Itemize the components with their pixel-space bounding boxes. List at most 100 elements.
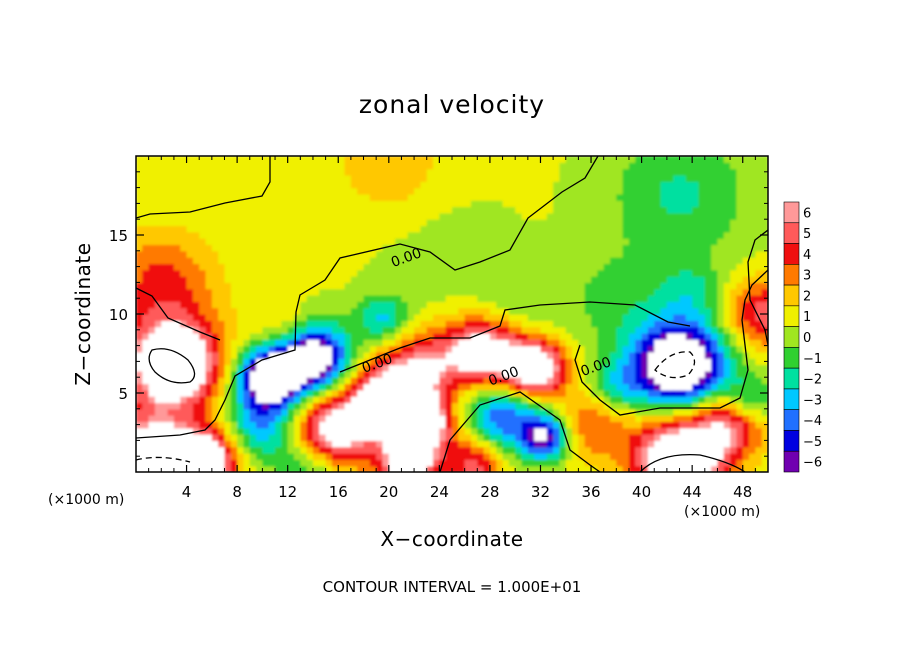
heat-cell [572, 383, 579, 391]
heat-cell [256, 238, 263, 246]
heat-cell [540, 269, 548, 277]
heat-cell [736, 389, 744, 397]
heat-cell [180, 377, 188, 385]
heat-cell [218, 314, 226, 321]
heat-cell [635, 212, 643, 220]
heat-cell [407, 440, 415, 448]
heat-cell [591, 339, 598, 347]
heat-cell [496, 200, 504, 208]
heat-cell [654, 345, 662, 353]
heat-cell [167, 276, 175, 283]
heat-cell [136, 408, 143, 416]
heat-cell [622, 339, 630, 347]
heat-cell [407, 434, 415, 441]
heat-cell [610, 244, 617, 252]
heat-cell [464, 307, 472, 315]
heat-cell [628, 162, 636, 170]
heat-cell [572, 168, 579, 176]
heat-cell [395, 162, 403, 170]
heat-cell [142, 364, 150, 372]
heat-cell [275, 200, 282, 208]
heat-cell [692, 219, 700, 227]
heat-cell [401, 320, 409, 328]
heat-cell [483, 314, 491, 321]
heat-cell [211, 332, 219, 340]
heat-cell [534, 250, 542, 258]
heat-cell [363, 453, 371, 460]
heat-cell [761, 206, 768, 214]
heat-cell [540, 465, 548, 472]
heat-cell [180, 231, 188, 239]
heat-cell [148, 351, 156, 359]
heat-cell [553, 408, 561, 416]
heat-cell [331, 156, 339, 163]
heat-cell [388, 219, 396, 227]
heat-cell [262, 225, 270, 233]
heat-cell [565, 453, 573, 460]
heat-cell [666, 257, 674, 265]
heat-cell [142, 193, 150, 201]
heat-cell [470, 263, 478, 271]
heat-cell [325, 250, 333, 258]
heat-cell [161, 212, 169, 220]
heat-cell [338, 453, 346, 460]
heat-cell [692, 250, 700, 258]
heat-cell [180, 314, 188, 321]
heat-cell [584, 421, 592, 429]
heat-cell [388, 276, 396, 283]
heat-cell [167, 332, 175, 340]
heat-cell [647, 370, 655, 378]
heat-cell [363, 402, 371, 410]
heat-cell [186, 370, 194, 378]
heat-cell [344, 162, 352, 170]
heat-cell [237, 162, 245, 170]
heat-cell [641, 351, 649, 359]
heat-cell [224, 301, 232, 309]
heat-cell [319, 156, 327, 163]
heat-cell [521, 427, 529, 435]
heat-cell [154, 231, 162, 239]
heat-cell [376, 345, 384, 353]
heat-cell [464, 453, 472, 460]
heat-cell [268, 396, 276, 404]
heat-cell [736, 156, 744, 163]
heat-cell [711, 389, 719, 397]
heat-cell [515, 301, 523, 309]
heat-cell [281, 314, 289, 321]
heat-cell [350, 364, 358, 372]
heat-cell [508, 244, 516, 252]
heat-cell [578, 453, 586, 460]
heat-cell [597, 295, 605, 302]
heat-cell [755, 307, 763, 315]
heat-cell [173, 453, 181, 460]
heat-cell [407, 351, 415, 359]
heat-cell [470, 295, 478, 302]
heat-cell [660, 257, 668, 265]
heat-cell [357, 396, 365, 404]
heat-cell [224, 168, 232, 176]
heat-cell [578, 434, 586, 441]
heat-cell [445, 446, 453, 454]
heat-cell [262, 415, 270, 423]
heat-cell [489, 415, 497, 423]
heat-cell [407, 193, 415, 201]
heat-cell [679, 231, 687, 239]
heat-cell [331, 250, 339, 258]
heat-cell [458, 434, 466, 441]
heat-cell [414, 168, 421, 176]
heat-cell [439, 206, 447, 214]
heat-cell [382, 282, 390, 290]
heat-cell [180, 402, 188, 410]
heat-cell [136, 288, 143, 296]
heat-cell [698, 320, 706, 328]
heat-cell [338, 219, 346, 227]
heat-cell [458, 263, 466, 271]
heat-cell [654, 263, 662, 271]
heat-cell [281, 320, 289, 328]
heat-cell [610, 231, 617, 239]
heat-cell [489, 332, 497, 340]
heat-cell [237, 238, 245, 246]
heat-cell [515, 383, 523, 391]
heat-cell [312, 263, 320, 271]
heat-cell [148, 421, 156, 429]
